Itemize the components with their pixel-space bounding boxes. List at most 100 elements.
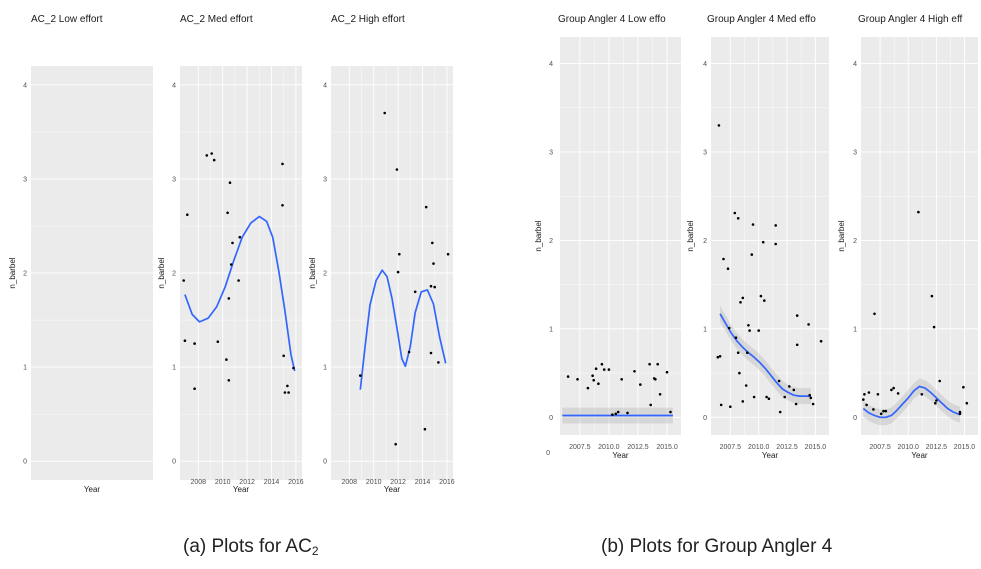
x-axis-title: Year [84, 485, 101, 494]
data-point [193, 387, 196, 391]
data-point [654, 378, 657, 381]
panel-title: AC_2 Low effort [31, 14, 103, 25]
data-point [633, 370, 636, 373]
data-point [819, 339, 823, 343]
data-point [759, 294, 763, 298]
y-axis-title: n_barbel [8, 257, 17, 288]
y-tick-label: 4 [23, 82, 27, 89]
data-point [748, 329, 751, 332]
x-tick-label: 2016 [439, 479, 455, 486]
data-point [876, 393, 880, 396]
data-point [431, 241, 434, 245]
data-point [229, 263, 233, 266]
data-point [750, 253, 754, 256]
data-point [765, 395, 768, 399]
data-point [808, 393, 811, 397]
x-tick-label: 2015.0 [656, 444, 678, 451]
data-point [965, 401, 969, 405]
data-point [795, 343, 799, 347]
data-point [225, 358, 228, 361]
x-axis-title: Year [612, 451, 629, 460]
data-point [741, 296, 745, 300]
data-point [607, 368, 611, 371]
data-point [639, 383, 642, 386]
panel-title: AC_2 High effort [331, 14, 405, 25]
x-tick-label: 2012.5 [627, 444, 649, 451]
x-tick-label: 2010.0 [598, 444, 620, 451]
data-point [739, 301, 742, 304]
data-point [729, 405, 732, 409]
y-tick-label: 3 [853, 149, 857, 156]
smooth-line [862, 385, 961, 419]
data-point [934, 401, 937, 405]
data-point [398, 252, 401, 256]
data-point [774, 224, 777, 227]
data-point [669, 410, 672, 414]
data-point [665, 370, 669, 374]
data-point [205, 154, 209, 157]
data-point [767, 397, 771, 401]
data-point [656, 362, 659, 366]
data-point [718, 355, 722, 358]
data-point [890, 388, 893, 392]
data-point [592, 378, 595, 382]
data-point [649, 403, 652, 407]
y-tick-label: 0 [853, 415, 857, 422]
panel-5: Group Angler 4 Med effo 0 1 2 3 4 2007.5 2010.0… [686, 14, 829, 460]
confidence-band [720, 305, 811, 405]
data-point [226, 211, 229, 215]
data-point [227, 297, 231, 300]
data-point [716, 355, 720, 359]
x-tick-label: 2010.0 [748, 444, 770, 451]
data-point [407, 350, 411, 354]
data-point [962, 385, 965, 389]
data-point [733, 211, 737, 215]
panel-4: Group Angler 4 Low effo 0 1 2 3 4 2007.5 2010.0… [534, 14, 681, 460]
data-point [863, 393, 866, 396]
data-point [747, 324, 750, 327]
y-tick-label: 1 [172, 365, 176, 372]
y-tick-label: 0 [703, 415, 707, 422]
data-point [228, 181, 232, 184]
x-tick-label: 2012 [390, 479, 406, 486]
data-point [736, 351, 740, 355]
x-tick-label: 2008 [342, 479, 358, 486]
data-point [761, 240, 765, 244]
data-point [394, 442, 398, 446]
data-point [620, 378, 623, 381]
y-tick-label: 1 [549, 326, 553, 333]
data-point [600, 362, 604, 366]
plot-background [560, 37, 681, 435]
data-point [892, 386, 895, 390]
data-point [783, 395, 786, 399]
panel-title: Group Angler 4 Med effo [707, 14, 816, 25]
data-point [212, 158, 216, 162]
data-point [792, 388, 796, 392]
data-point [726, 267, 730, 271]
data-point [193, 342, 196, 345]
data-point [752, 395, 756, 399]
y-axis-title: n_barbel [686, 220, 695, 251]
y-tick-label: 0 [23, 459, 27, 466]
data-point [867, 391, 871, 394]
data-point [722, 257, 725, 261]
data-point [930, 294, 934, 298]
data-point [396, 270, 400, 274]
data-point [433, 285, 437, 289]
data-point [611, 413, 614, 417]
x-tick-label: 2008 [191, 479, 207, 486]
y-tick-label: 4 [703, 61, 707, 68]
data-point [734, 336, 738, 340]
x-tick-label: 2012.5 [926, 444, 948, 451]
data-point [872, 408, 875, 411]
data-point [958, 410, 962, 414]
x-tick-label: 2007.5 [720, 444, 742, 451]
data-point [658, 393, 662, 396]
data-point [763, 299, 766, 302]
x-tick-label: 2012.5 [776, 444, 798, 451]
data-point [413, 290, 417, 294]
panel-2: AC_2 Med effort 0 1 2 3 4 2008 2010 2012 2014 2016… [157, 14, 304, 494]
y-tick-label: 3 [23, 176, 27, 183]
data-point [423, 427, 427, 431]
data-point [210, 152, 213, 155]
